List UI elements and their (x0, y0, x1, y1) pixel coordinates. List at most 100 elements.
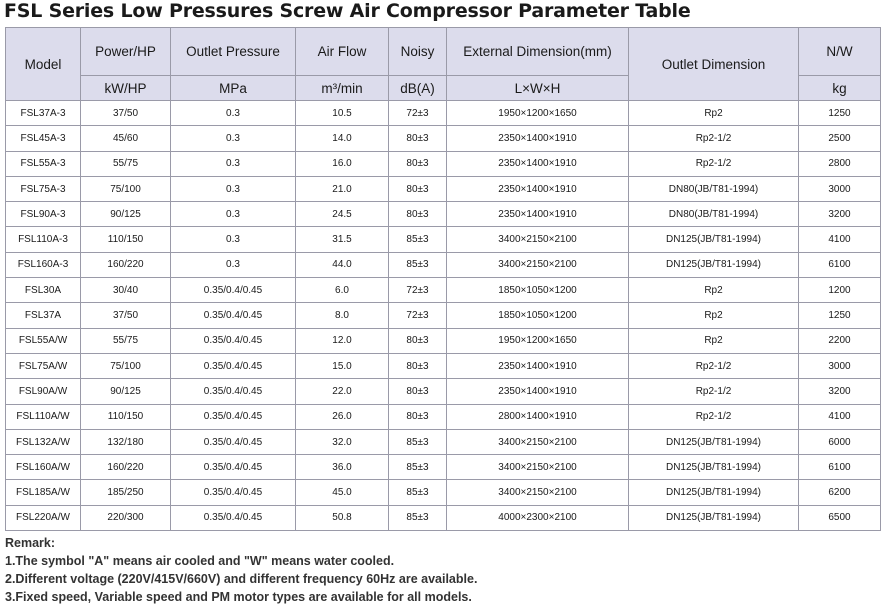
table-cell: 85±3 (388, 226, 447, 253)
table-cell: FSL132A/W (5, 428, 81, 456)
table-cell: 160/220 (80, 454, 171, 481)
table-cell: 6100 (798, 251, 881, 279)
table-cell: 55/75 (80, 327, 171, 354)
table-cell: FSL30A (5, 277, 81, 304)
table-cell: 2350×1400×1910 (446, 125, 629, 152)
table-cell: FSL75A/W (5, 352, 81, 380)
table-cell: Rp2-1/2 (628, 378, 799, 405)
table-cell: DN125(JB/T81-1994) (628, 479, 799, 506)
table-cell: 6.0 (295, 277, 389, 304)
table-cell: DN125(JB/T81-1994) (628, 428, 799, 456)
table-cell: 4100 (798, 403, 881, 430)
table-cell: 30/40 (80, 277, 171, 304)
table-cell: 85±3 (388, 454, 447, 481)
table-cell: 1950×1200×1650 (446, 99, 629, 127)
table-cell: 2200 (798, 327, 881, 354)
table-cell: 0.35/0.4/0.45 (170, 277, 296, 304)
table-cell: FSL160A/W (5, 454, 81, 481)
table-cell: 1950×1200×1650 (446, 327, 629, 354)
table-cell: 0.3 (170, 125, 296, 152)
table-cell: 0.3 (170, 150, 296, 177)
table-row: FSL75A/W 75/100 0.35/0.4/0.45 15.0 80±3 2350×… (5, 352, 881, 380)
table-cell: 80±3 (388, 125, 447, 152)
header-unit-cell: MPa (170, 75, 296, 101)
table-cell: 0.3 (170, 175, 296, 203)
remarks: Remark: 1.The symbol "A" means air coole… (5, 534, 477, 606)
table-row: FSL37A 37/50 0.35/0.4/0.45 8.0 72±3 1850×1050… (5, 302, 881, 329)
table-cell: 2350×1400×1910 (446, 352, 629, 380)
table-body: FSL37A-3 37/50 0.3 10.5 72±3 1950×1200×1650 Rp… (5, 99, 881, 532)
table-cell: 10.5 (295, 99, 389, 127)
table-cell: FSL45A-3 (5, 125, 81, 152)
table-cell: 80±3 (388, 175, 447, 203)
table-cell: 3400×2150×2100 (446, 226, 629, 253)
header-cell: Model (5, 27, 81, 101)
table-header: Model Power/HP Outlet Pressure Air Flow Nois… (5, 27, 881, 101)
header-unit-cell: kg (798, 75, 881, 101)
table-cell: 3200 (798, 201, 881, 228)
table-cell: 72±3 (388, 302, 447, 329)
table-cell: 50.8 (295, 504, 389, 532)
table-cell: FSL90A-3 (5, 201, 81, 228)
table-cell: Rp2 (628, 99, 799, 127)
table-cell: 1850×1050×1200 (446, 302, 629, 329)
table-row: FSL75A-3 75/100 0.3 21.0 80±3 2350×1400×1910 D… (5, 175, 881, 203)
header-unit-cell: dB(A) (388, 75, 447, 101)
table-cell: 75/100 (80, 352, 171, 380)
table-cell: 85±3 (388, 504, 447, 532)
table-cell: 1200 (798, 277, 881, 304)
table-cell: FSL220A/W (5, 504, 81, 532)
table-cell: 6100 (798, 454, 881, 481)
table-cell: 85±3 (388, 251, 447, 279)
table-row: FSL37A-3 37/50 0.3 10.5 72±3 1950×1200×1650 Rp… (5, 99, 881, 127)
title: FSL Series Low Pressures Screw Air Compr… (4, 0, 691, 22)
table-cell: 2800×1400×1910 (446, 403, 629, 430)
table-cell: 2350×1400×1910 (446, 201, 629, 228)
table-cell: 90/125 (80, 201, 171, 228)
table-cell: 2500 (798, 125, 881, 152)
table-row: FSL45A-3 45/60 0.3 14.0 80±3 2350×1400×1910 Rp… (5, 125, 881, 152)
table-cell: 16.0 (295, 150, 389, 177)
table-cell: 185/250 (80, 479, 171, 506)
table-row: FSL110A-3 110/150 0.3 31.5 85±3 3400×2150×210… (5, 226, 881, 253)
header-cell: External Dimension(mm) (446, 27, 629, 76)
table-cell: 0.3 (170, 99, 296, 127)
header-unit-cell: kW/HP (80, 75, 171, 101)
table-cell: FSL55A-3 (5, 150, 81, 177)
header-row: Model Power/HP Outlet Pressure Air Flow Nois… (5, 27, 881, 101)
table-row: FSL55A/W 55/75 0.35/0.4/0.45 12.0 80±3 1950×1… (5, 327, 881, 354)
table-cell: 22.0 (295, 378, 389, 405)
table-cell: DN125(JB/T81-1994) (628, 454, 799, 481)
parameter-table: Model Power/HP Outlet Pressure Air Flow Nois… (5, 27, 881, 532)
table-cell: DN125(JB/T81-1994) (628, 226, 799, 253)
table-cell: 0.35/0.4/0.45 (170, 504, 296, 532)
table-cell: 0.3 (170, 251, 296, 279)
table-cell: 3400×2150×2100 (446, 479, 629, 506)
table-cell: 36.0 (295, 454, 389, 481)
table-cell: FSL55A/W (5, 327, 81, 354)
table-cell: 85±3 (388, 428, 447, 456)
header-cell: Air Flow (295, 27, 389, 76)
table-cell: FSL75A-3 (5, 175, 81, 203)
table-cell: FSL110A/W (5, 403, 81, 430)
table-cell: 55/75 (80, 150, 171, 177)
table-row: FSL220A/W 220/300 0.35/0.4/0.45 50.8 85±3 400… (5, 504, 881, 532)
table-cell: FSL90A/W (5, 378, 81, 405)
header-cell: Power/HP (80, 27, 171, 76)
table-cell: Rp2 (628, 327, 799, 354)
table-cell: 75/100 (80, 175, 171, 203)
table-cell: 0.3 (170, 226, 296, 253)
header-unit-cell: m³/min (295, 75, 389, 101)
table-cell: 24.5 (295, 201, 389, 228)
header-cell: Outlet Dimension (628, 27, 799, 101)
table-cell: 15.0 (295, 352, 389, 380)
table-cell: 0.35/0.4/0.45 (170, 302, 296, 329)
table-cell: 2350×1400×1910 (446, 378, 629, 405)
table-cell: 6500 (798, 504, 881, 532)
table-cell: 0.35/0.4/0.45 (170, 378, 296, 405)
table-cell: 80±3 (388, 150, 447, 177)
table-cell: 45/60 (80, 125, 171, 152)
table-row: FSL90A-3 90/125 0.3 24.5 80±3 2350×1400×1910 D… (5, 201, 881, 228)
remarks-heading: Remark: (5, 536, 56, 550)
